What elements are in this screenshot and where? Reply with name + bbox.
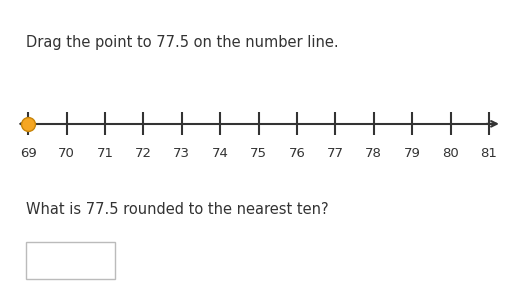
Text: 74: 74 [212,147,228,160]
Text: 75: 75 [250,147,267,160]
FancyBboxPatch shape [26,242,115,279]
Text: 79: 79 [404,147,420,160]
Text: 77: 77 [327,147,344,160]
Text: 71: 71 [96,147,114,160]
Text: 76: 76 [289,147,305,160]
Text: Drag the point to 77.5 on the number line.: Drag the point to 77.5 on the number lin… [26,35,338,50]
Text: 70: 70 [58,147,75,160]
Text: 72: 72 [135,147,152,160]
Text: What is 77.5 rounded to the nearest ten?: What is 77.5 rounded to the nearest ten? [26,202,328,217]
Text: 80: 80 [442,147,459,160]
Text: 81: 81 [481,147,497,160]
Text: 78: 78 [366,147,382,160]
Text: 73: 73 [173,147,190,160]
Text: 69: 69 [20,147,36,160]
